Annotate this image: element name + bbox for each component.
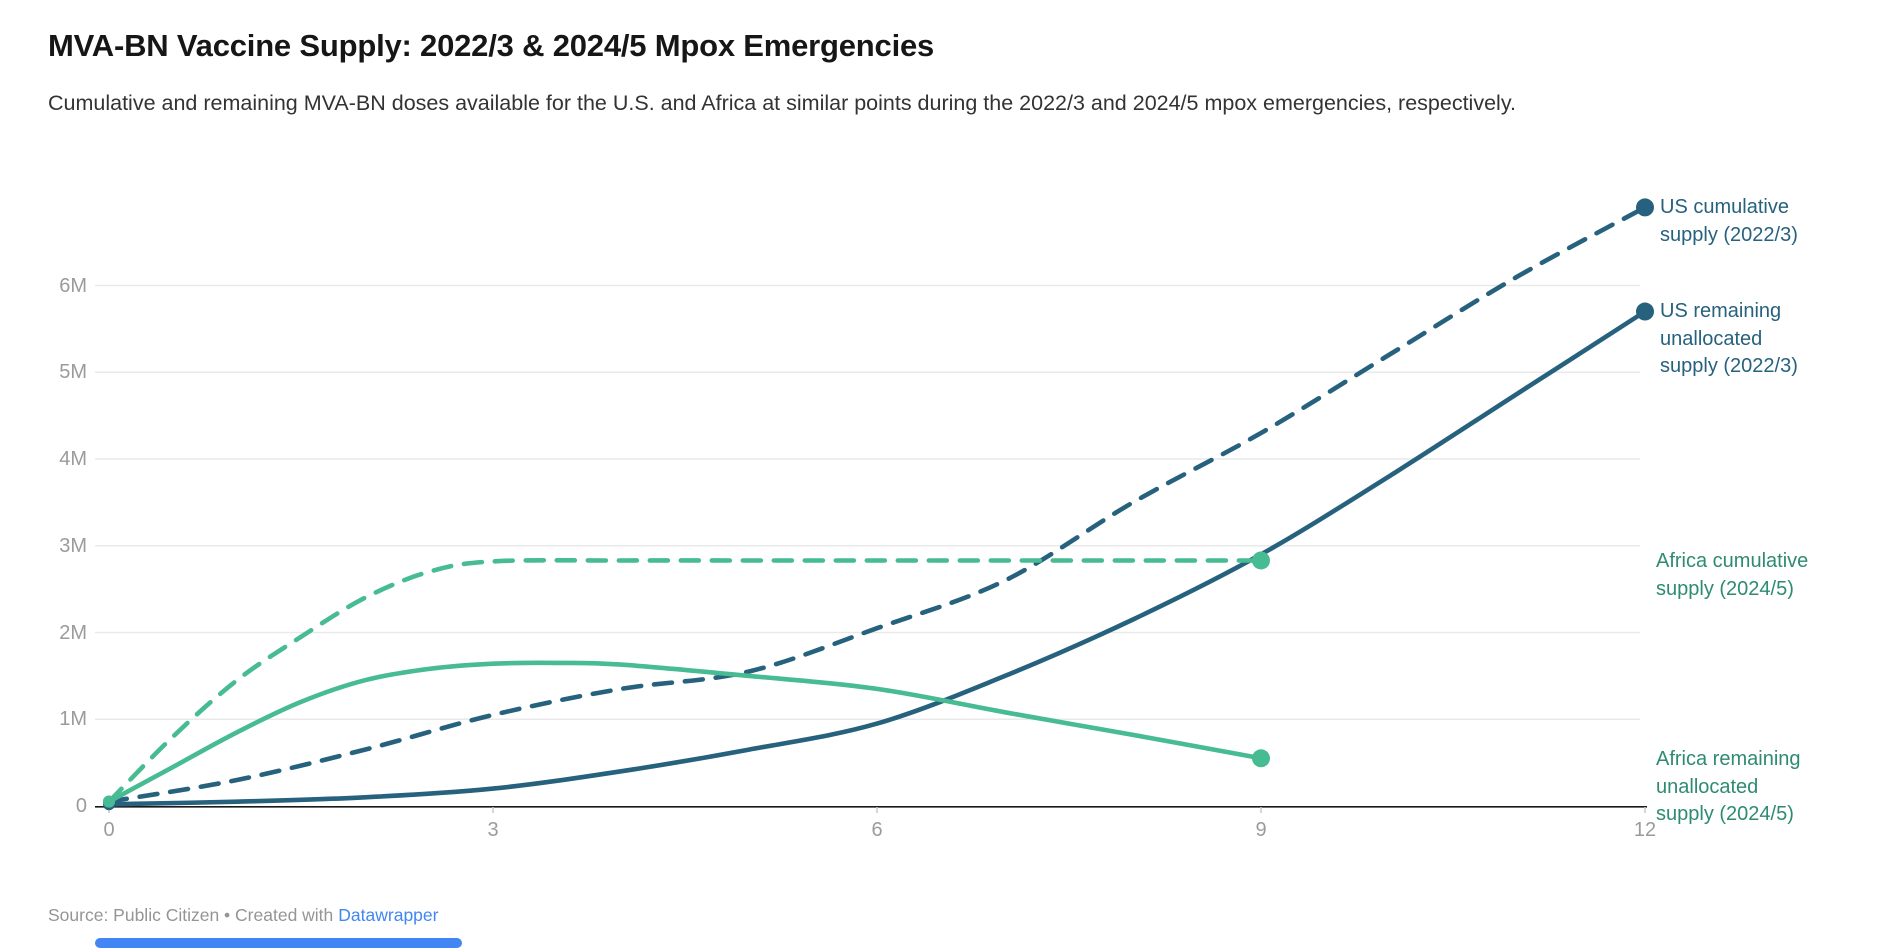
y-axis-tick-0: 0 bbox=[75, 795, 87, 817]
legend-label-africa-cumulative: Africa cumulative supply (2024/5) bbox=[1656, 548, 1808, 603]
x-axis-tick-0: 0 bbox=[103, 819, 115, 841]
legend-label-line: US cumulative bbox=[1660, 196, 1789, 218]
legend-label-line: US remaining bbox=[1660, 300, 1782, 322]
x-axis-tick-6: 6 bbox=[871, 819, 883, 841]
legend-label-africa-remaining: Africa remaining unallocated supply (2024/… bbox=[1656, 746, 1801, 829]
us-cumulative-line bbox=[106, 205, 1648, 804]
legend-label-line: Africa remaining bbox=[1656, 748, 1801, 770]
y-axis-tick-5M: 5M bbox=[59, 361, 87, 384]
legend-label-line: unallocated bbox=[1660, 327, 1763, 350]
datawrapper-link[interactable]: Datawrapper bbox=[338, 905, 439, 925]
africa-cumulative-line bbox=[106, 557, 1264, 804]
legend-label-line: supply (2024/5) bbox=[1656, 803, 1794, 825]
legend-label-line: supply (2022/3) bbox=[1660, 223, 1798, 246]
chart-description: Cumulative and remaining MVA-BN doses av… bbox=[48, 91, 1516, 115]
africa-cumulative-end-dot bbox=[1252, 551, 1270, 570]
legend-label-line: supply (2022/3) bbox=[1660, 355, 1798, 377]
y-axis-tick-1M: 1M bbox=[59, 708, 87, 731]
source-text: Source: Public Citizen • Created with bbox=[48, 905, 334, 925]
x-axis-tick-3: 3 bbox=[487, 819, 499, 841]
africa-remaining-line bbox=[106, 660, 1264, 804]
y-axis-tick-6M: 6M bbox=[59, 274, 87, 297]
legend-label-line: supply (2024/5) bbox=[1656, 577, 1794, 600]
source-line: Source: Public Citizen • Created with Dat… bbox=[48, 905, 438, 926]
legend-label-line: Africa cumulative bbox=[1656, 550, 1809, 572]
legend-label-us-remaining: US remaining unallocated supply (2022/3) bbox=[1660, 298, 1798, 381]
us-cumulative-end-dot bbox=[1636, 198, 1654, 217]
x-axis-tick-12: 12 bbox=[1633, 819, 1657, 841]
legend-label-line: unallocated bbox=[1656, 775, 1759, 798]
africa-remaining-start-dot bbox=[103, 795, 115, 808]
us-remaining-end-dot bbox=[1636, 302, 1654, 321]
page-title: MVA-BN Vaccine Supply: 2022/3 & 2024/5 M… bbox=[48, 28, 935, 63]
us-remaining-line bbox=[106, 309, 1648, 807]
y-axis-tick-2M: 2M bbox=[59, 621, 87, 644]
scrollbar-thumb[interactable] bbox=[95, 938, 462, 948]
africa-remaining-end-dot bbox=[1252, 749, 1270, 768]
y-axis-tick-3M: 3M bbox=[59, 534, 87, 557]
y-axis-tick-4M: 4M bbox=[59, 448, 87, 470]
x-axis-tick-9: 9 bbox=[1255, 819, 1267, 841]
legend-label-us-cumulative: US cumulative supply (2022/3) bbox=[1660, 194, 1798, 249]
